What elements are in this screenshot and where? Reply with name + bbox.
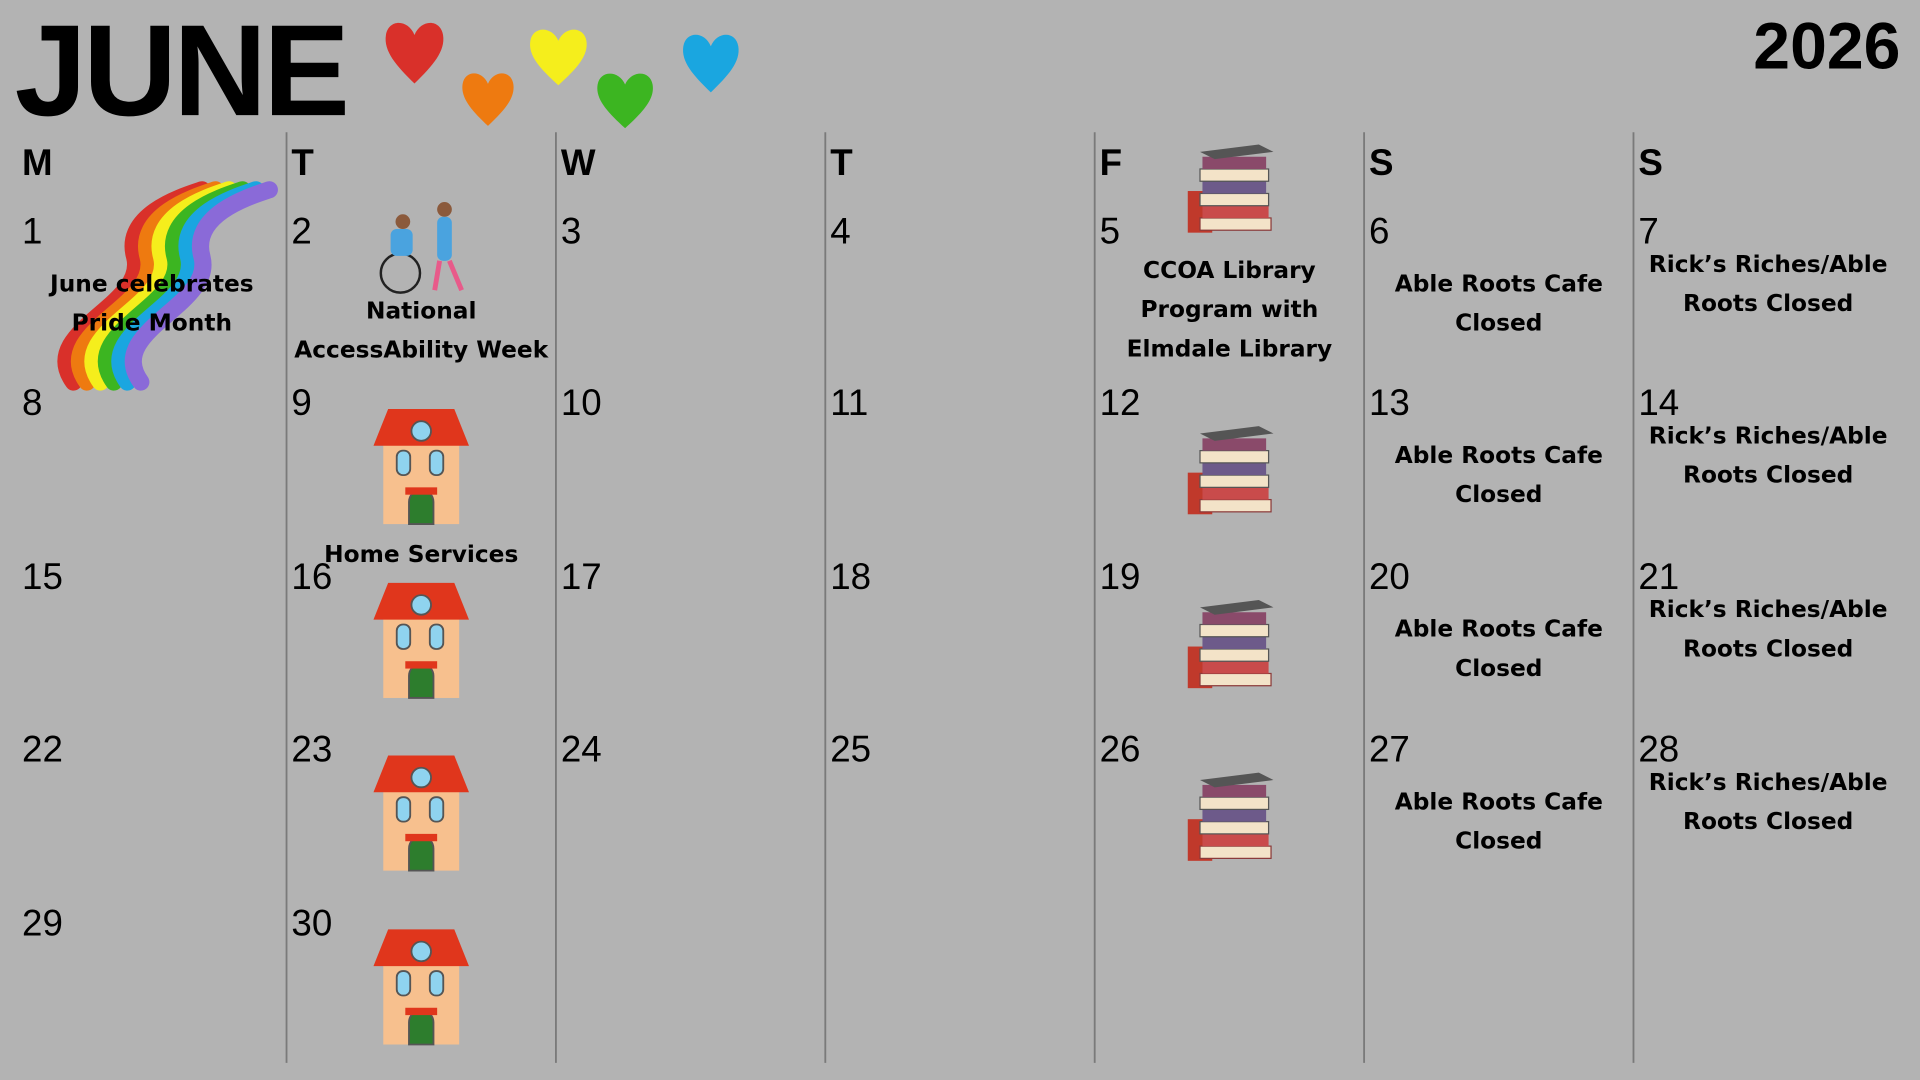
weekday-label: S xyxy=(1638,143,1663,184)
day-number: 20 xyxy=(1368,557,1410,598)
person xyxy=(390,228,413,256)
grid-lines xyxy=(285,132,1635,1063)
house-icon xyxy=(372,754,470,872)
day-number: 18 xyxy=(830,557,872,598)
day-number: 15 xyxy=(22,557,63,598)
weekday-label: W xyxy=(560,143,596,184)
day-number: 30 xyxy=(291,903,333,945)
event-label: Able Roots Cafe Closed xyxy=(1394,270,1603,337)
event-label: Home Services xyxy=(324,541,519,569)
day-number: 27 xyxy=(1368,729,1410,771)
event-label: Able Roots Cafe Closed xyxy=(1394,442,1603,509)
day-number: 8 xyxy=(22,383,43,424)
day-number: 29 xyxy=(22,903,63,945)
books-icon xyxy=(1187,599,1275,689)
legs xyxy=(432,259,464,292)
day-number: 21 xyxy=(1638,557,1680,598)
day-number: 6 xyxy=(1368,211,1390,253)
day-number: 1 xyxy=(22,211,43,253)
rainbow-icon xyxy=(57,181,278,391)
day-number: 2 xyxy=(291,211,312,253)
day-number: 25 xyxy=(830,729,872,771)
books-icon xyxy=(1187,772,1275,862)
rainbow-band xyxy=(124,181,278,391)
day-number: 4 xyxy=(830,211,851,253)
day-number: 24 xyxy=(560,729,602,771)
house-icon xyxy=(372,581,470,699)
books-icon xyxy=(1187,425,1275,515)
event-label: June celebrates Pride Month xyxy=(50,270,254,337)
day-number: 19 xyxy=(1099,557,1141,598)
weekday-label: S xyxy=(1368,143,1394,184)
day-number: 10 xyxy=(560,383,602,424)
event-label: Rick’s Riches/Able Roots Closed xyxy=(1648,422,1888,489)
event-label: National AccessAbility Week xyxy=(294,297,549,364)
weekday-label: T xyxy=(291,143,314,184)
day-number: 17 xyxy=(560,557,602,598)
day-number: 22 xyxy=(22,729,63,771)
day-number: 16 xyxy=(291,557,333,598)
event-label: Able Roots Cafe Closed xyxy=(1394,615,1603,683)
day-number: 12 xyxy=(1099,383,1141,424)
day-number: 23 xyxy=(291,729,333,771)
day-number: 7 xyxy=(1638,211,1659,253)
head xyxy=(395,214,411,229)
weekday-label: F xyxy=(1099,143,1123,184)
weekday-label: M xyxy=(22,143,53,184)
hearts xyxy=(385,22,739,129)
accessibility-icon xyxy=(379,202,464,294)
day-number: 14 xyxy=(1638,383,1680,424)
month-title: JUNE xyxy=(14,0,350,144)
wheel xyxy=(379,252,422,294)
year: 2026 xyxy=(1753,9,1901,84)
icons xyxy=(57,143,1275,1046)
house-icon xyxy=(372,928,470,1046)
event-label: Rick’s Riches/Able Roots Closed xyxy=(1648,251,1888,318)
person xyxy=(437,216,452,261)
day-number: 26 xyxy=(1099,729,1141,771)
event-label: Rick’s Riches/Able Roots Closed xyxy=(1648,596,1888,663)
day-number: 3 xyxy=(560,211,582,253)
day-number: 9 xyxy=(291,383,312,424)
day-number: 28 xyxy=(1638,729,1680,771)
event-label: Able Roots Cafe Closed xyxy=(1394,788,1603,855)
event-label: Rick’s Riches/Able Roots Closed xyxy=(1648,768,1888,836)
head xyxy=(437,202,452,217)
house-icon xyxy=(372,408,470,526)
event-label: CCOA Library Program with Elmdale Librar… xyxy=(1126,257,1333,363)
day-number: 13 xyxy=(1368,383,1410,424)
day-number: 11 xyxy=(830,383,869,424)
books-icon xyxy=(1187,143,1275,234)
weekday-label: T xyxy=(830,143,853,184)
day-number: 5 xyxy=(1099,211,1121,253)
